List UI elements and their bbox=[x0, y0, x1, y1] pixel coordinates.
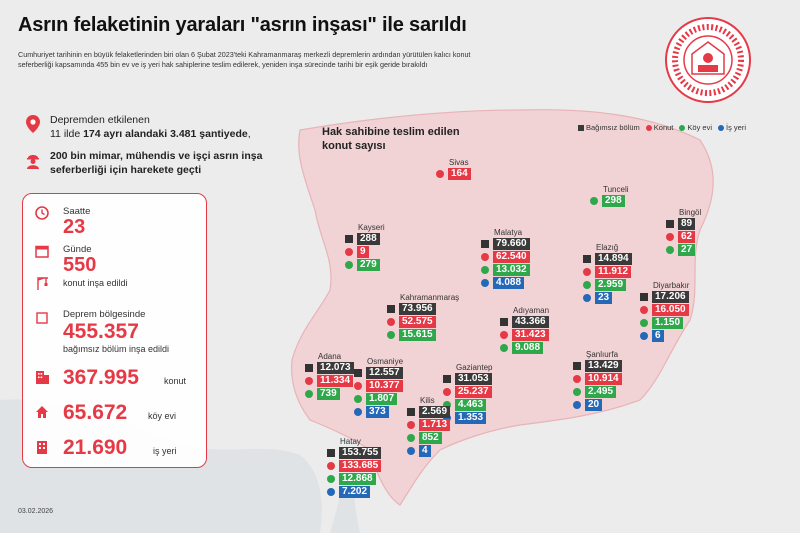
fact-workers: 200 bin mimar, mühendis ve işçi asrın in… bbox=[26, 149, 262, 177]
koy-evi-label: köy evi bbox=[148, 411, 177, 421]
city-adana: Adana 12.073 11.334 739 bbox=[305, 352, 354, 401]
region-sub: bağımsız bölüm inşa edildi bbox=[63, 344, 170, 354]
per-day-label: Günde bbox=[63, 244, 92, 255]
city-hatay: Hatay 153.755 133.685 12.868 7.202 bbox=[327, 437, 382, 499]
city-kahramanmaras: Kahramanmaraş 73.956 52.575 15.615 bbox=[387, 293, 459, 342]
building-outline-icon bbox=[36, 312, 48, 324]
stats-panel: Saatte 23 Günde 550 konut inşa edildi De… bbox=[22, 193, 207, 468]
location-pin-icon bbox=[26, 115, 40, 133]
tunceli-koy: 298 bbox=[602, 195, 625, 207]
sivas-konut: 164 bbox=[448, 168, 471, 180]
crane-icon bbox=[37, 277, 48, 290]
city-diyarbakir: Diyarbakır 17.206 16.050 1.150 6 bbox=[640, 281, 689, 343]
city-tunceli: Tunceli 298 bbox=[590, 185, 629, 208]
ministry-seal-logo bbox=[665, 17, 751, 103]
legend-bagimsiz: Bağımsız bölüm bbox=[578, 123, 640, 132]
city-elazig: Elazığ 14.894 11.912 2.959 23 bbox=[583, 243, 632, 305]
page-title: Asrın felaketinin yaraları "asrın inşası… bbox=[18, 14, 467, 36]
city-adiyaman: Adıyaman 43.366 31.423 9.088 bbox=[500, 306, 549, 355]
legend-isyeri: İş yeri bbox=[718, 123, 746, 132]
koy-evi-value: 65.672 bbox=[63, 401, 128, 424]
legend-konut: Konut bbox=[645, 123, 673, 132]
city-sivas: Sivas 164 bbox=[436, 158, 471, 181]
per-hour-label: Saatte bbox=[63, 206, 91, 217]
apartment-icon bbox=[36, 371, 49, 384]
konut-label: konut bbox=[164, 376, 187, 386]
house-icon bbox=[36, 406, 48, 418]
isyeri-label: iş yeri bbox=[153, 446, 177, 456]
region-total-value: 455.357 bbox=[63, 320, 139, 343]
worker-icon bbox=[27, 155, 39, 169]
city-malatya: Malatya 79.660 62.540 13.032 4.088 bbox=[481, 228, 530, 290]
calendar-icon bbox=[35, 245, 49, 258]
intro-text: Cumhuriyet tarihinin en büyük felaketler… bbox=[18, 50, 471, 69]
per-hour-value: 23 bbox=[63, 216, 86, 238]
city-sanliurfa: Şanlıurfa 13.429 10.914 2.495 20 bbox=[573, 350, 622, 412]
isyeri-value: 21.690 bbox=[63, 436, 128, 459]
map-legend: Bağımsız bölüm Konut Köy evi İş yeri bbox=[578, 123, 746, 132]
konut-value: 367.995 bbox=[63, 366, 139, 389]
city-bingol: Bingöl 89 62 27 bbox=[666, 208, 701, 257]
earthquake-region bbox=[290, 109, 714, 506]
city-kayseri: Kayseri 288 9 279 bbox=[345, 223, 385, 272]
legend-koy: Köy evi bbox=[679, 123, 712, 132]
clock-icon bbox=[35, 206, 49, 220]
per-day-value: 550 bbox=[63, 254, 97, 276]
fact-affected-provinces: Depremden etkilenen 11 ilde 174 ayrı ala… bbox=[26, 113, 251, 141]
map-title: Hak sahibine teslim edilen konut sayısı bbox=[322, 126, 460, 152]
publication-date: 03.02.2026 bbox=[18, 508, 54, 515]
office-building-icon bbox=[37, 441, 47, 454]
region-label: Deprem bölgesinde bbox=[63, 309, 146, 320]
city-gaziantep: Gaziantep 31.053 25.237 4.463 1.353 bbox=[443, 363, 492, 425]
city-osmaniye: Osmaniye 12.557 10.377 1.807 373 bbox=[354, 357, 403, 419]
city-kilis: Kilis 2.569 1.713 852 4 bbox=[407, 396, 451, 458]
per-day-sub: konut inşa edildi bbox=[63, 278, 128, 288]
